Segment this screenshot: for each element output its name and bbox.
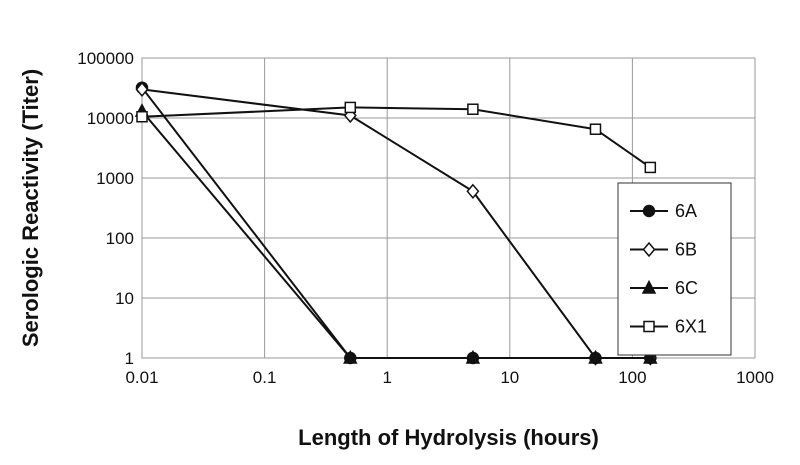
series-6x1 <box>136 101 657 174</box>
x-tick-label: 1000 <box>736 368 774 387</box>
series-6b <box>135 81 657 366</box>
legend-label: 6C <box>675 278 698 298</box>
data-point-6c <box>465 349 481 364</box>
data-point-6c <box>588 349 603 364</box>
y-tick-label: 100 <box>106 229 134 248</box>
series-line-6x1 <box>141 106 651 169</box>
data-point-6x1 <box>136 110 148 123</box>
x-tick-label: 100 <box>618 368 646 387</box>
legend-marker-6a <box>642 204 656 218</box>
x-tick-label: 1 <box>382 368 391 387</box>
series-6a <box>135 81 657 365</box>
data-point-6x1 <box>467 103 479 115</box>
x-axis-title: Length of Hydrolysis (hours) <box>298 425 599 450</box>
y-tick-label: 10 <box>115 289 134 308</box>
data-point-6c <box>343 349 358 364</box>
legend-label: 6B <box>675 240 697 260</box>
legend-item: 6B <box>630 240 697 260</box>
y-tick-label: 100000 <box>77 49 134 68</box>
data-point-6c <box>643 349 658 364</box>
data-point-6b <box>135 81 149 98</box>
legend-marker-6b <box>642 241 656 258</box>
legend-marker-6c <box>641 279 657 294</box>
y-tick-label: 1000 <box>96 169 134 188</box>
legend-item: 6X1 <box>630 317 707 337</box>
data-point-6b <box>466 183 480 199</box>
series-line-6b <box>141 88 651 359</box>
legend-label: 6X1 <box>675 317 707 337</box>
legend-item: 6C <box>630 278 698 298</box>
x-tick-label: 0.1 <box>253 368 277 387</box>
y-tick-label: 1 <box>125 349 134 368</box>
series-line-6a <box>141 87 651 359</box>
series-group <box>134 81 658 366</box>
y-axis-title: Serologic Reactivity (Titer) <box>18 69 43 347</box>
legend-label: 6A <box>675 201 697 221</box>
series-line-6c <box>141 110 651 359</box>
legend-item: 6A <box>630 201 697 221</box>
legend: 6A 6B 6C 6X1 <box>617 182 732 356</box>
data-point-6x1 <box>589 123 602 135</box>
x-tick-label: 0.01 <box>125 368 158 387</box>
data-point-6x1 <box>644 161 657 174</box>
legend-marker-6x1 <box>643 320 655 333</box>
x-tick-label: 10 <box>500 368 519 387</box>
data-point-6x1 <box>344 101 357 114</box>
tick-labels: 0.01 0.1 1 10 100 1000 1 10 100 1000 10000 100000 <box>77 49 774 387</box>
y-tick-label: 10000 <box>87 109 134 128</box>
series-6c <box>134 103 658 364</box>
